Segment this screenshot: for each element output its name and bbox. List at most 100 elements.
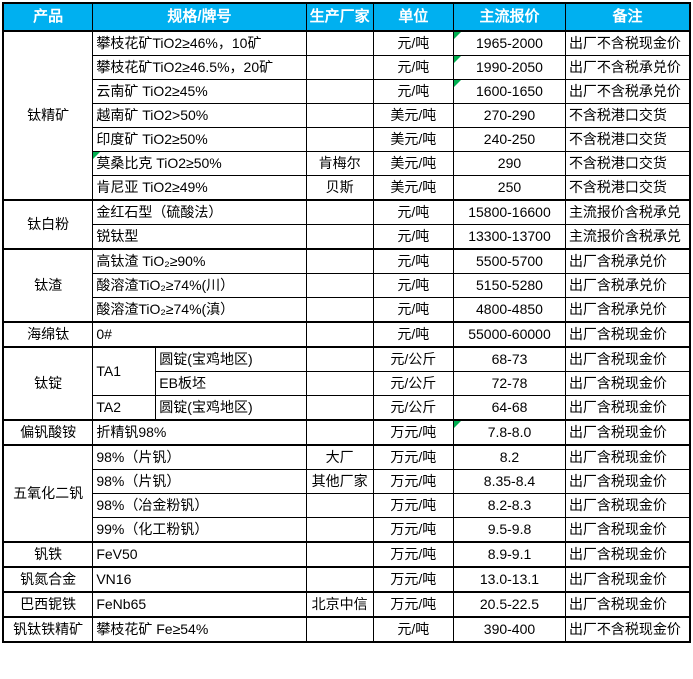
unit-cell-text: 万元/吨 (390, 423, 437, 440)
maker-cell (305, 321, 374, 348)
spec-cell: 攀枝花矿TiO2≥46%，10矿 (92, 30, 307, 56)
spec-cell: 圆锭(宝鸡地区) (155, 395, 307, 421)
note-cell-text: 主流报价含税承兑 (568, 203, 681, 220)
unit-cell-text: 元/吨 (397, 34, 430, 51)
spec-cell-text: 锐钛型 (96, 227, 139, 244)
spec-cell: 锐钛型 (92, 224, 307, 250)
maker-cell (305, 273, 374, 298)
product-cell-text: 钒铁 (34, 545, 63, 562)
table-row: 攀枝花矿TiO2≥46.5%，20矿 元/吨 1990-2050 出厂不含税承兑价 (3, 55, 691, 80)
price-cell-text: 13300-13700 (468, 227, 551, 244)
unit-cell: 万元/吨 (372, 444, 455, 470)
product-cell-text: 钒氮合金 (20, 570, 77, 587)
price-cell-text: 5500-5700 (476, 252, 543, 269)
maker-cell: 贝斯 (305, 175, 374, 201)
price-cell-text: 8.9-9.1 (487, 545, 532, 562)
maker-cell (305, 297, 374, 323)
price-cell: 7.8-8.0 (453, 419, 566, 446)
spec-cell: 越南矿 TiO2>50% (92, 103, 307, 128)
price-cell: 9.5-9.8 (453, 517, 566, 543)
spec-cell: 98%（片钒） (92, 444, 307, 470)
table-row: 越南矿 TiO2>50% 美元/吨 270-290 不含税港口交货 (3, 103, 691, 128)
price-cell-text: 20.5-22.5 (479, 595, 540, 612)
spec-cell: 攀枝花矿 Fe≥54% (92, 616, 307, 643)
table-row: 锐钛型 元/吨 13300-13700 主流报价含税承兑 (3, 224, 691, 250)
table-row: 钛白粉 金红石型（硫酸法） 元/吨 15800-16600 主流报价含税承兑 (2, 199, 691, 250)
table-row: 钛锭 TA1 圆锭(宝鸡地区) 元/公斤 68-73 出厂含税现金价 (2, 346, 691, 421)
unit-cell: 元/吨 (372, 79, 455, 104)
spec-cell-text: 攀枝花矿 Fe≥54% (96, 620, 209, 637)
table-body: 钛精矿 攀枝花矿TiO2≥46%，10矿 元/吨 1965-2000 出厂不含税现金价攀… (2, 30, 691, 643)
maker-cell (305, 55, 374, 80)
maker-cell: 其他厂家 (305, 469, 374, 494)
table-row: 钛渣 高钛渣 TiO₂≥90% 元/吨 5500-5700 出厂含税承兑价 (2, 248, 691, 323)
unit-cell-text: 万元/吨 (390, 595, 437, 612)
unit-cell-text: 元/公斤 (390, 374, 437, 391)
note-cell-text: 出厂不含税承兑价 (568, 58, 681, 75)
price-cell-text: 55000-60000 (468, 325, 551, 342)
price-cell-text: 13.0-13.1 (479, 570, 540, 587)
note-cell: 出厂含税现金价 (564, 517, 691, 543)
price-cell: 1990-2050 (453, 55, 566, 80)
price-cell-text: 9.5-9.8 (487, 520, 532, 537)
maker-cell: 北京中信 (305, 591, 374, 618)
product-cell-text: 巴西铌铁 (20, 595, 77, 612)
header-row: 产品 规格/牌号 生产厂家 单位 主流报价 备注 (2, 2, 691, 32)
note-cell-text: 出厂含税现金价 (568, 496, 667, 513)
note-cell-text: 出厂含税现金价 (568, 325, 667, 342)
product-cell: 钒钛铁精矿 (2, 616, 94, 643)
table-row: 酸溶渣TiO₂≥74%(川） 元/吨 5150-5280 出厂含税承兑价 (3, 273, 691, 298)
unit-cell-text: 元/吨 (397, 227, 430, 244)
unit-cell: 美元/吨 (372, 103, 455, 128)
note-cell: 出厂不含税承兑价 (564, 55, 691, 80)
maker-cell (305, 371, 374, 396)
unit-cell-text: 美元/吨 (390, 178, 437, 195)
spec-cell-text: 圆锭(宝鸡地区) (159, 398, 253, 415)
column-header-note: 备注 (564, 2, 691, 32)
price-cell: 270-290 (453, 103, 566, 128)
maker-cell (305, 199, 374, 225)
table-row: 肯尼亚 TiO2≥49% 贝斯 美元/吨 250 不含税港口交货 (3, 175, 691, 201)
product-cell: 钛精矿 (2, 30, 94, 201)
unit-cell: 元/吨 (372, 321, 455, 348)
note-cell-text: 出厂含税现金价 (568, 398, 667, 415)
unit-cell: 元/公斤 (372, 371, 455, 396)
note-cell: 出厂含税承兑价 (564, 273, 691, 298)
spec-cell-text: 云南矿 TiO2≥45% (96, 82, 208, 99)
spec-cell-text: 折精钒98% (96, 423, 167, 440)
unit-cell: 万元/吨 (372, 469, 455, 494)
column-header-maker: 生产厂家 (305, 2, 374, 32)
unit-cell-text: 美元/吨 (390, 130, 437, 147)
table-row: 五氧化二钒 98%（片钒） 大厂 万元/吨 8.2 出厂含税现金价 (2, 444, 691, 543)
note-cell: 出厂含税现金价 (564, 346, 691, 372)
spec-cell: 98%（冶金粉钒） (92, 493, 307, 518)
maker-cell (305, 541, 374, 568)
maker-cell-text: 肯梅尔 (318, 154, 361, 171)
note-cell: 不含税港口交货 (564, 151, 691, 176)
spec-cell-text: 98%（片钒） (96, 472, 181, 489)
maker-cell (305, 224, 374, 250)
price-cell: 4800-4850 (453, 297, 566, 323)
note-cell: 出厂不含税现金价 (564, 616, 691, 643)
unit-cell-text: 万元/吨 (390, 570, 437, 587)
note-cell-text: 出厂含税现金价 (568, 448, 667, 465)
table-row: 酸溶渣TiO₂≥74%(滇） 元/吨 4800-4850 出厂含税承兑价 (3, 297, 691, 323)
product-cell: 钛锭 (2, 346, 94, 421)
price-cell: 8.2 (453, 444, 566, 470)
price-cell: 72-78 (453, 371, 566, 396)
price-cell: 20.5-22.5 (453, 591, 566, 618)
maker-cell (305, 103, 374, 128)
price-cell: 55000-60000 (453, 321, 566, 348)
unit-cell-text: 元/公斤 (390, 350, 437, 367)
spec-cell-text: 越南矿 TiO2>50% (96, 106, 209, 123)
maker-cell (305, 517, 374, 543)
spec-cell: 云南矿 TiO2≥45% (92, 79, 307, 104)
unit-cell-text: 美元/吨 (390, 106, 437, 123)
note-cell: 出厂不含税现金价 (564, 30, 691, 56)
unit-cell: 美元/吨 (372, 127, 455, 152)
unit-cell: 元/吨 (372, 224, 455, 250)
spec-cell-text: EB板坯 (159, 374, 206, 391)
note-cell-text: 出厂含税现金价 (568, 545, 667, 562)
spec-cell-text: 肯尼亚 TiO2≥49% (96, 178, 208, 195)
note-cell: 出厂含税现金价 (564, 444, 691, 470)
